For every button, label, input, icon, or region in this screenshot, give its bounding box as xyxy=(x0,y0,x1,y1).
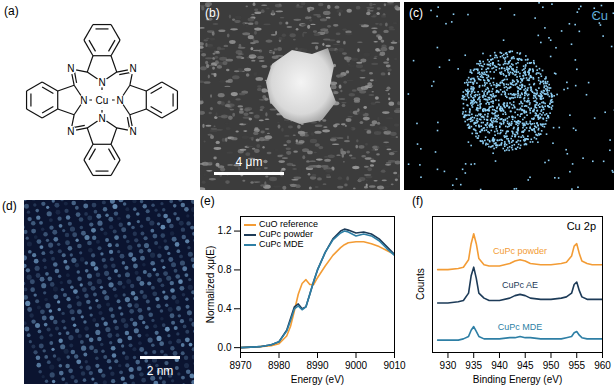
svg-text:0.8: 0.8 xyxy=(218,264,232,275)
svg-text:N: N xyxy=(98,113,105,124)
svg-text:N: N xyxy=(80,95,87,106)
svg-text:8980: 8980 xyxy=(268,360,291,371)
svg-text:Cu: Cu xyxy=(591,8,608,23)
svg-text:(c): (c) xyxy=(409,6,423,20)
html-text:(e): (e) xyxy=(200,194,215,208)
svg-text:950: 950 xyxy=(543,360,560,371)
svg-text:N: N xyxy=(98,77,105,88)
svg-text:N: N xyxy=(67,63,74,74)
svg-text:N: N xyxy=(67,126,74,137)
html-text:(f): (f) xyxy=(412,194,424,208)
svg-text:945: 945 xyxy=(517,360,534,371)
html-text:CuPc powder: CuPc powder xyxy=(259,229,313,239)
svg-text:9000: 9000 xyxy=(345,360,368,371)
svg-text:N: N xyxy=(130,63,137,74)
svg-text:9010: 9010 xyxy=(383,360,406,371)
svg-text:0.0: 0.0 xyxy=(218,342,232,353)
svg-text:Cu: Cu xyxy=(96,95,109,106)
svg-text:935: 935 xyxy=(465,360,482,371)
svg-text:CuPc MDE: CuPc MDE xyxy=(498,322,543,332)
svg-text:(b): (b) xyxy=(205,6,220,20)
svg-text:940: 940 xyxy=(491,360,508,371)
svg-text:4 μm: 4 μm xyxy=(236,155,263,169)
svg-text:CuPc powder: CuPc powder xyxy=(493,246,547,256)
html-text:Counts: Counts xyxy=(415,268,426,300)
svg-text:N: N xyxy=(130,126,137,137)
svg-text:Binding Energy (eV): Binding Energy (eV) xyxy=(473,374,563,385)
html-text:CuO reference: CuO reference xyxy=(259,219,318,229)
svg-text:8990: 8990 xyxy=(306,360,329,371)
svg-text:N: N xyxy=(116,95,123,106)
svg-text:CuPc AE: CuPc AE xyxy=(502,280,538,290)
svg-text:930: 930 xyxy=(440,360,457,371)
html-text:Cu 2p: Cu 2p xyxy=(566,220,596,232)
svg-text:0.4: 0.4 xyxy=(218,303,232,314)
svg-text:960: 960 xyxy=(594,360,611,371)
svg-text:Energy (eV): Energy (eV) xyxy=(291,374,344,385)
html-text:CuPc MDE: CuPc MDE xyxy=(259,239,304,249)
svg-text:Normalized xμ(E): Normalized xμ(E) xyxy=(205,246,216,323)
svg-text:(d): (d) xyxy=(2,199,17,213)
svg-text:(a): (a) xyxy=(4,4,19,18)
svg-text:2 nm: 2 nm xyxy=(147,364,174,378)
svg-text:8970: 8970 xyxy=(229,360,252,371)
svg-text:1.2: 1.2 xyxy=(218,225,232,236)
svg-text:955: 955 xyxy=(568,360,585,371)
